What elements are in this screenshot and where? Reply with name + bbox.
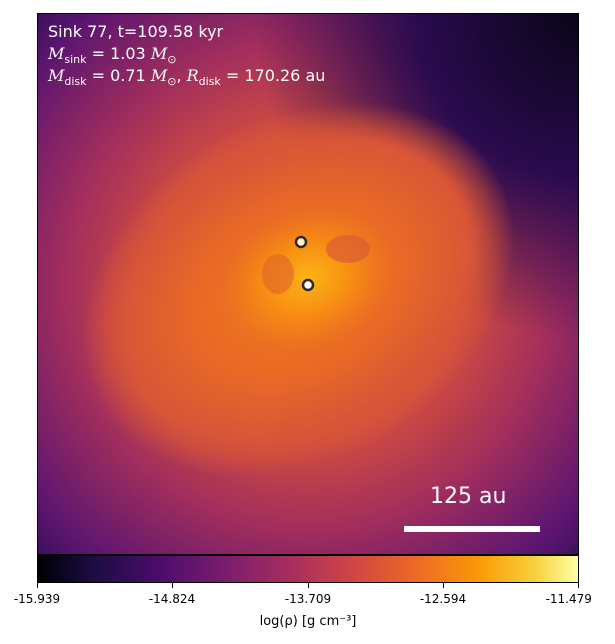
colorbar-tick-label: -11.479 bbox=[545, 592, 592, 606]
colorbar-tick-label: -15.939 bbox=[13, 592, 61, 606]
colorbar-tick bbox=[37, 583, 38, 588]
density-image bbox=[38, 14, 578, 554]
colorbar-tick-label: -13.709 bbox=[284, 592, 332, 606]
sink-particle-2 bbox=[301, 278, 315, 292]
scale-bar-label: 125 au bbox=[430, 484, 507, 509]
scale-bar bbox=[404, 526, 540, 532]
colorbar-label: log(ρ) [g cm⁻³] bbox=[259, 614, 357, 629]
colorbar-tick bbox=[308, 583, 309, 588]
colorbar-tick-label: -12.594 bbox=[419, 592, 467, 606]
colorbar-tick bbox=[172, 583, 173, 588]
sink-time-label: Sink 77, t=109.58 kyr bbox=[48, 22, 224, 41]
colorbar bbox=[37, 555, 579, 583]
colorbar-tick bbox=[443, 583, 444, 588]
disk-properties-label: Mdisk = 0.71 M⊙, Rdisk = 170.26 au bbox=[48, 66, 326, 89]
colorbar-tick-label: -14.824 bbox=[148, 592, 196, 606]
density-map: Sink 77, t=109.58 kyr Msink = 1.03 M⊙ Md… bbox=[37, 13, 579, 555]
sink-mass-label: Msink = 1.03 M⊙ bbox=[48, 44, 177, 67]
sink-particle-1 bbox=[294, 235, 308, 249]
colorbar-tick bbox=[578, 583, 579, 588]
